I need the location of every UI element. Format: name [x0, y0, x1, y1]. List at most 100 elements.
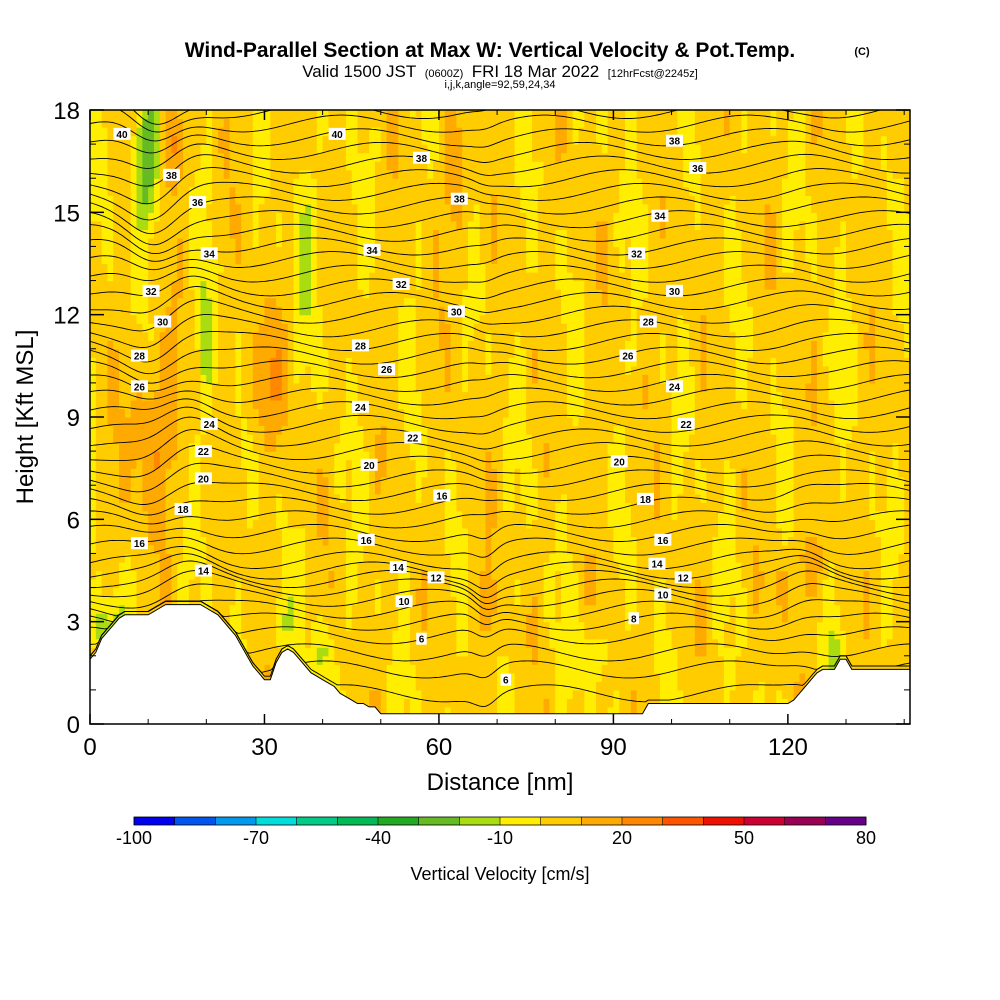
contour-label: 26	[622, 352, 634, 363]
contour-label-bg	[636, 492, 654, 505]
contour-label-bg	[194, 445, 212, 458]
contour-label-bg	[628, 247, 646, 260]
contour-label-bg	[154, 315, 172, 328]
y-tick-label: 9	[67, 405, 80, 432]
y-tick-label: 6	[67, 507, 80, 534]
contour-label-bg	[416, 632, 427, 645]
contour-label-bg	[142, 284, 160, 297]
colorbar-tick-label: -10	[487, 828, 513, 848]
contour-label-bg	[648, 557, 666, 570]
contour-label-bg	[189, 196, 207, 209]
y-axis-label: Height [Kft MSL]	[12, 330, 39, 505]
contour-label: 16	[361, 536, 373, 547]
contour-label-bg	[200, 247, 218, 260]
colorbar-tick-label: -40	[365, 828, 391, 848]
contour-label-bg	[130, 537, 148, 550]
contour-label: 30	[451, 307, 463, 318]
contour-label: 30	[669, 287, 681, 298]
contour-label-bg	[363, 243, 381, 256]
colorbar: -100 -70 -40 -10 20 50 80	[116, 816, 876, 848]
contour-label: 32	[631, 249, 643, 260]
contour-label-bg	[654, 588, 672, 601]
contour-label-bg	[174, 503, 192, 516]
contour-label: 34	[366, 246, 378, 257]
contour-label-bg	[674, 571, 692, 584]
plot-area: 40 40 38 38 38 38 36 36 34 34 34 32 32 32 30 30 30 28 28 28…	[90, 110, 910, 724]
contour-label-bg	[130, 349, 148, 362]
contour-label-bg	[194, 472, 212, 485]
contour-label: 24	[355, 403, 367, 414]
contour-label-bg	[392, 277, 410, 290]
colorbar-tick-label: 50	[734, 828, 754, 848]
contour-label-bg	[412, 151, 430, 164]
contour-label: 28	[355, 341, 367, 352]
colorbar-segment	[622, 817, 663, 825]
contour-label: 20	[614, 457, 626, 468]
contour-label-bg	[130, 380, 148, 393]
x-tick-label: 90	[600, 734, 627, 761]
colorbar-segment	[134, 817, 175, 825]
contour-label: 8	[631, 614, 637, 625]
colorbar-segment	[337, 817, 379, 825]
colorbar-tick-label: 80	[856, 828, 876, 848]
contour-label-bg	[654, 533, 672, 546]
colorbar-segment	[703, 817, 745, 825]
x-axis: 0 30 60 90 120	[83, 110, 905, 761]
colorbar-segment	[784, 817, 826, 825]
contour-label: 38	[416, 154, 428, 165]
contour-label: 12	[430, 573, 442, 584]
contour-label-bg	[378, 363, 396, 376]
terrain-profile	[90, 604, 910, 724]
y-tick-label: 0	[67, 712, 80, 739]
x-tick-label: 30	[251, 734, 278, 761]
contour-label: 34	[654, 212, 666, 223]
contour-label: 14	[651, 560, 663, 571]
contour-label-bg	[619, 349, 637, 362]
contour-label: 22	[407, 433, 419, 444]
contour-label: 26	[381, 365, 393, 376]
contour-label-bg	[389, 561, 407, 574]
contour-label: 36	[192, 198, 204, 209]
contour-label-bg	[360, 458, 378, 471]
copyright-mark: (C)	[854, 46, 870, 58]
contour-label-bg	[610, 455, 628, 468]
colorbar-segment	[459, 817, 501, 825]
colorbar-tick-label: 20	[612, 828, 632, 848]
colorbar-segment	[215, 817, 257, 825]
contour-label-bg	[113, 127, 131, 140]
contour-label-bg	[447, 305, 465, 318]
contour-label-bg	[328, 127, 346, 140]
contour-label-bg	[351, 339, 369, 352]
contour-label-bg	[433, 489, 451, 502]
contour-label: 16	[134, 539, 146, 550]
colorbar-segment	[418, 817, 460, 825]
colorbar-segment	[296, 817, 338, 825]
forecast-info: [12hrFcst@2245z]	[608, 68, 698, 80]
colorbar-tick-label: -70	[243, 828, 269, 848]
potential-temperature-contours	[90, 110, 910, 708]
contour-label: 14	[393, 563, 405, 574]
contour-label: 30	[157, 317, 169, 328]
colorbar-segment	[256, 817, 297, 825]
y-tick-label: 12	[53, 303, 80, 330]
colorbar-segment	[174, 817, 216, 825]
contour-label-bg	[665, 380, 683, 393]
contour-label: 32	[396, 280, 408, 291]
contour-label: 18	[640, 495, 652, 506]
contour-label-bg	[357, 533, 375, 546]
contour-label-bg	[677, 417, 695, 430]
valid-time-line: Valid 1500 JST (0600Z) FRI 18 Mar 2022 […	[302, 62, 698, 81]
contour-label-bg	[200, 417, 218, 430]
contour-label-bg	[665, 134, 683, 147]
contour-label: 24	[669, 382, 681, 393]
valid-date: FRI 18 Mar 2022	[472, 62, 600, 81]
contour-label-bg	[194, 564, 212, 577]
x-tick-label: 0	[83, 734, 96, 761]
contour-label-bg	[162, 168, 180, 181]
grid-info: i,j,k,angle=92,59,24,34	[444, 79, 555, 91]
contour-label: 38	[669, 137, 681, 148]
colorbar-segment	[662, 817, 704, 825]
contour-label-bg	[351, 400, 369, 413]
